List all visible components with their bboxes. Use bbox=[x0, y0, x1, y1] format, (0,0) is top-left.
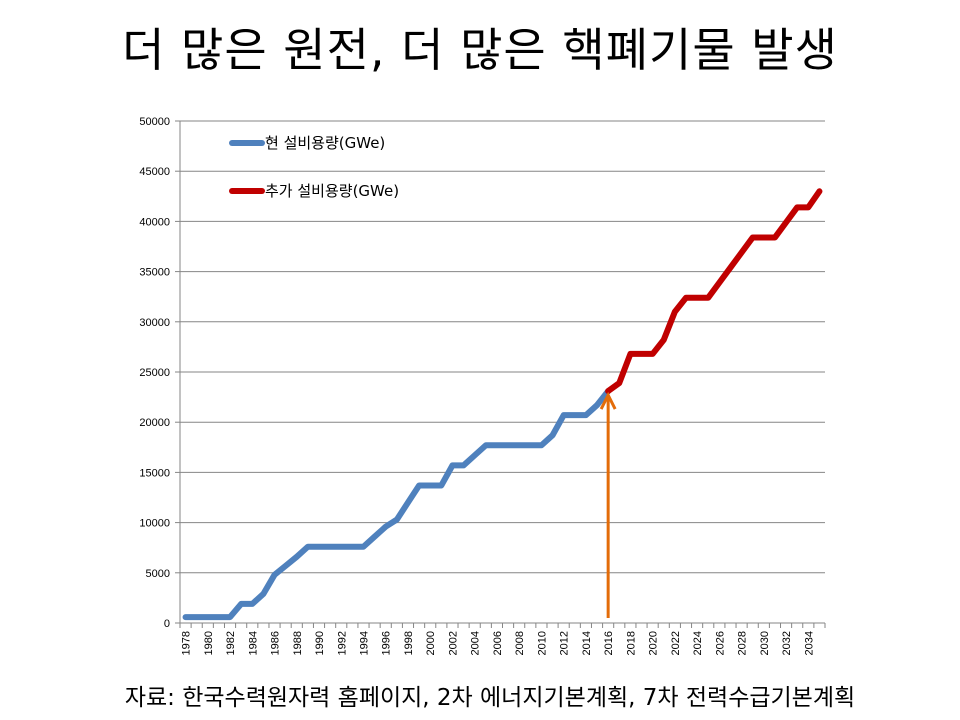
y-tick-label: 5000 bbox=[146, 568, 170, 580]
arrow-head bbox=[599, 391, 617, 410]
y-tick-label: 10000 bbox=[139, 518, 170, 530]
series-line-1 bbox=[182, 388, 612, 621]
x-tick-label: 2000 bbox=[425, 631, 437, 655]
x-tick-label: 1984 bbox=[247, 631, 259, 655]
x-tick-label: 2026 bbox=[714, 631, 726, 655]
x-tick-label: 2034 bbox=[803, 631, 815, 655]
page-title: 더 많은 원전, 더 많은 핵폐기물 발생 bbox=[122, 23, 838, 77]
x-tick-label: 2006 bbox=[492, 631, 504, 655]
x-tick-label: 2022 bbox=[670, 631, 682, 655]
x-tick-label: 2018 bbox=[625, 631, 637, 655]
gridlines bbox=[180, 120, 825, 574]
y-tick-label: 35000 bbox=[139, 267, 170, 279]
x-tick-label: 1996 bbox=[381, 631, 393, 655]
x-tick-label: 1992 bbox=[336, 631, 348, 655]
axes: 0 5000 10000 15000 20000 25000 30000 35000 40000… bbox=[139, 116, 826, 655]
series-line-2 bbox=[605, 188, 823, 395]
x-tick-label: 2010 bbox=[536, 631, 548, 655]
x-tick-label: 2016 bbox=[603, 631, 615, 655]
x-tick-label: 1994 bbox=[358, 631, 370, 655]
series-lines bbox=[182, 188, 823, 621]
x-tick-label: 2028 bbox=[737, 631, 749, 655]
y-tick-label: 20000 bbox=[139, 417, 170, 429]
x-tick-label: 1998 bbox=[403, 631, 415, 655]
annotations bbox=[599, 391, 617, 618]
x-tick-label: 2020 bbox=[648, 631, 660, 655]
x-tick-label: 1982 bbox=[225, 631, 237, 655]
x-tick-label: 1978 bbox=[181, 631, 193, 655]
y-tick-label: 45000 bbox=[139, 166, 170, 178]
x-tick-label: 2030 bbox=[759, 631, 771, 655]
legend: 현 설비용량(GWe) 추가 설비용량(GWe) bbox=[229, 134, 399, 200]
x-tick-label: 2014 bbox=[581, 631, 593, 655]
source-note: 자료: 한국수력원자력 홈페이지, 2차 에너지기본계획, 7차 전력수급기본계… bbox=[124, 685, 856, 711]
x-tick-label: 2024 bbox=[692, 631, 704, 655]
legend-label: 현 설비용량(GWe) bbox=[265, 134, 385, 152]
y-tick-label: 30000 bbox=[139, 317, 170, 329]
y-tick-label: 50000 bbox=[139, 116, 170, 128]
x-tick-label: 2012 bbox=[559, 631, 571, 655]
x-tick-label: 2002 bbox=[447, 631, 459, 655]
x-tick-label: 1980 bbox=[203, 631, 215, 655]
legend-label: 추가 설비용량(GWe) bbox=[265, 182, 399, 200]
x-tick-label: 1988 bbox=[292, 631, 304, 655]
y-tick-label: 40000 bbox=[139, 216, 170, 228]
x-tick-label: 1986 bbox=[270, 631, 282, 655]
x-tick-label: 2008 bbox=[514, 631, 526, 655]
x-tick-label: 2032 bbox=[781, 631, 793, 655]
y-tick-label: 0 bbox=[164, 618, 170, 630]
x-tick-label: 1990 bbox=[314, 631, 326, 655]
y-tick-label: 15000 bbox=[139, 467, 170, 479]
x-tick-label: 2004 bbox=[470, 631, 482, 655]
y-tick-label: 25000 bbox=[139, 367, 170, 379]
